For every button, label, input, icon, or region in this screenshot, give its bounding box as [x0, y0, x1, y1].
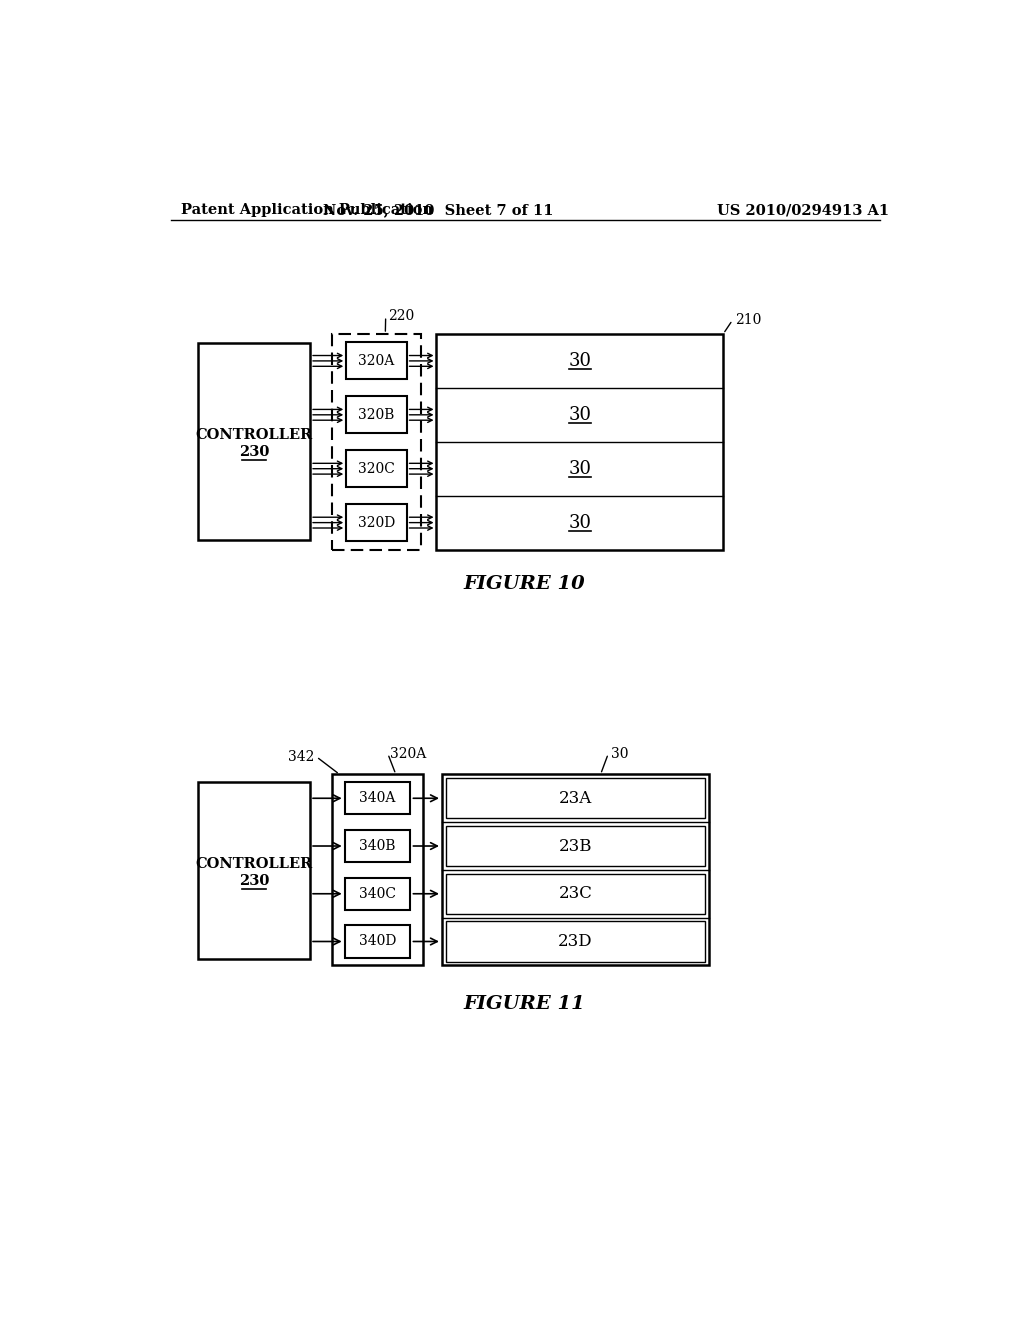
Bar [346, 396, 407, 433]
Bar [345, 830, 411, 862]
Text: 230: 230 [239, 874, 269, 888]
Text: 320A: 320A [390, 747, 426, 760]
Text: 320A: 320A [358, 354, 394, 368]
Bar [345, 781, 411, 814]
Text: 30: 30 [610, 747, 628, 760]
Text: FIGURE 10: FIGURE 10 [464, 576, 586, 593]
Text: 23D: 23D [558, 933, 593, 950]
Bar [346, 504, 407, 541]
Text: FIGURE 11: FIGURE 11 [464, 995, 586, 1012]
Bar [442, 775, 710, 965]
Text: 320B: 320B [358, 408, 394, 422]
Text: 210: 210 [735, 313, 761, 327]
Text: 320C: 320C [358, 462, 395, 475]
Text: 340C: 340C [359, 887, 396, 900]
Text: US 2010/0294913 A1: US 2010/0294913 A1 [717, 203, 889, 216]
Bar [445, 874, 706, 913]
Bar [346, 342, 407, 379]
Text: 30: 30 [568, 352, 591, 370]
Text: Patent Application Publication: Patent Application Publication [180, 203, 433, 216]
Text: 23B: 23B [559, 837, 592, 854]
Text: 30: 30 [568, 405, 591, 424]
Text: CONTROLLER: CONTROLLER [196, 428, 312, 442]
Text: 340A: 340A [359, 791, 395, 805]
Text: 30: 30 [568, 513, 591, 532]
Text: 320D: 320D [357, 516, 395, 529]
Text: 340D: 340D [358, 935, 396, 949]
Text: 340B: 340B [359, 840, 396, 853]
Bar [345, 878, 411, 909]
Text: 23A: 23A [559, 789, 592, 807]
Text: Nov. 25, 2010  Sheet 7 of 11: Nov. 25, 2010 Sheet 7 of 11 [323, 203, 553, 216]
Text: 230: 230 [239, 445, 269, 459]
Bar [332, 775, 423, 965]
Bar [445, 826, 706, 866]
Text: CONTROLLER: CONTROLLER [196, 858, 312, 871]
Bar [346, 450, 407, 487]
Text: 30: 30 [568, 459, 591, 478]
Bar [198, 343, 310, 540]
Bar [445, 921, 706, 961]
Bar [332, 334, 421, 549]
Text: 220: 220 [388, 309, 415, 323]
Bar [436, 334, 723, 549]
Bar [345, 925, 411, 958]
Bar [445, 779, 706, 818]
Text: 23C: 23C [559, 886, 593, 903]
Text: 342: 342 [289, 750, 314, 764]
Bar [198, 781, 310, 960]
